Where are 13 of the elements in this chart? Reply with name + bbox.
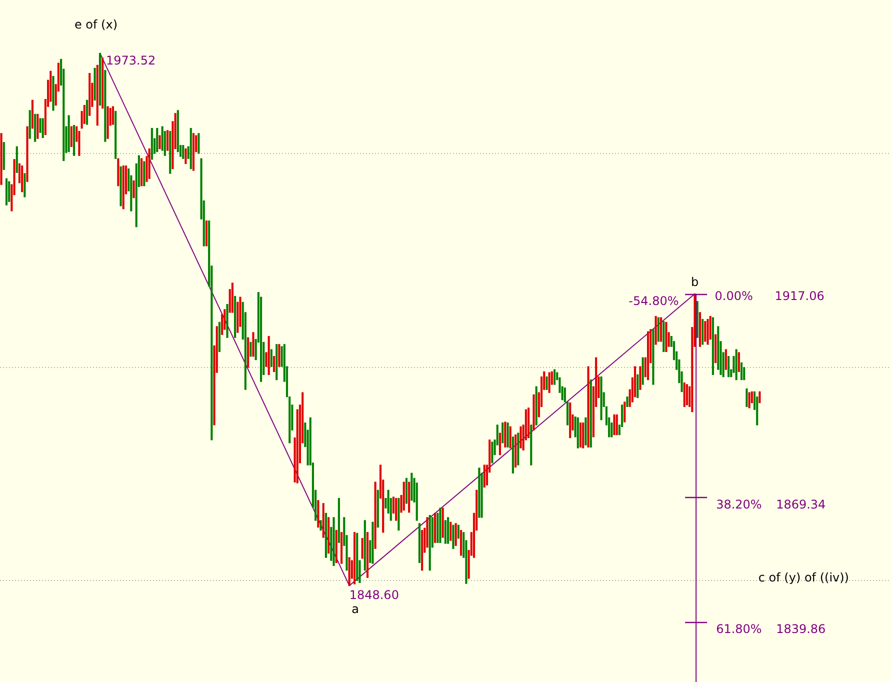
text: 1869.34 [776,497,826,512]
annotation: 38.20% [716,497,762,512]
annotation: b [690,274,699,289]
annotation: c of (y) of ((iv)) [758,570,849,584]
annotation: 1848.60 [349,588,399,602]
annotation: 1973.52 [106,53,156,68]
annotation: e of (x) [74,17,118,32]
annotation: a [352,602,360,616]
annotation: -54.80% [628,294,679,308]
annotation: 61.80% [716,622,762,636]
text: 1917.06 [774,288,824,303]
annotation: 0.00% [714,288,753,303]
text: 1839.86 [776,622,826,636]
